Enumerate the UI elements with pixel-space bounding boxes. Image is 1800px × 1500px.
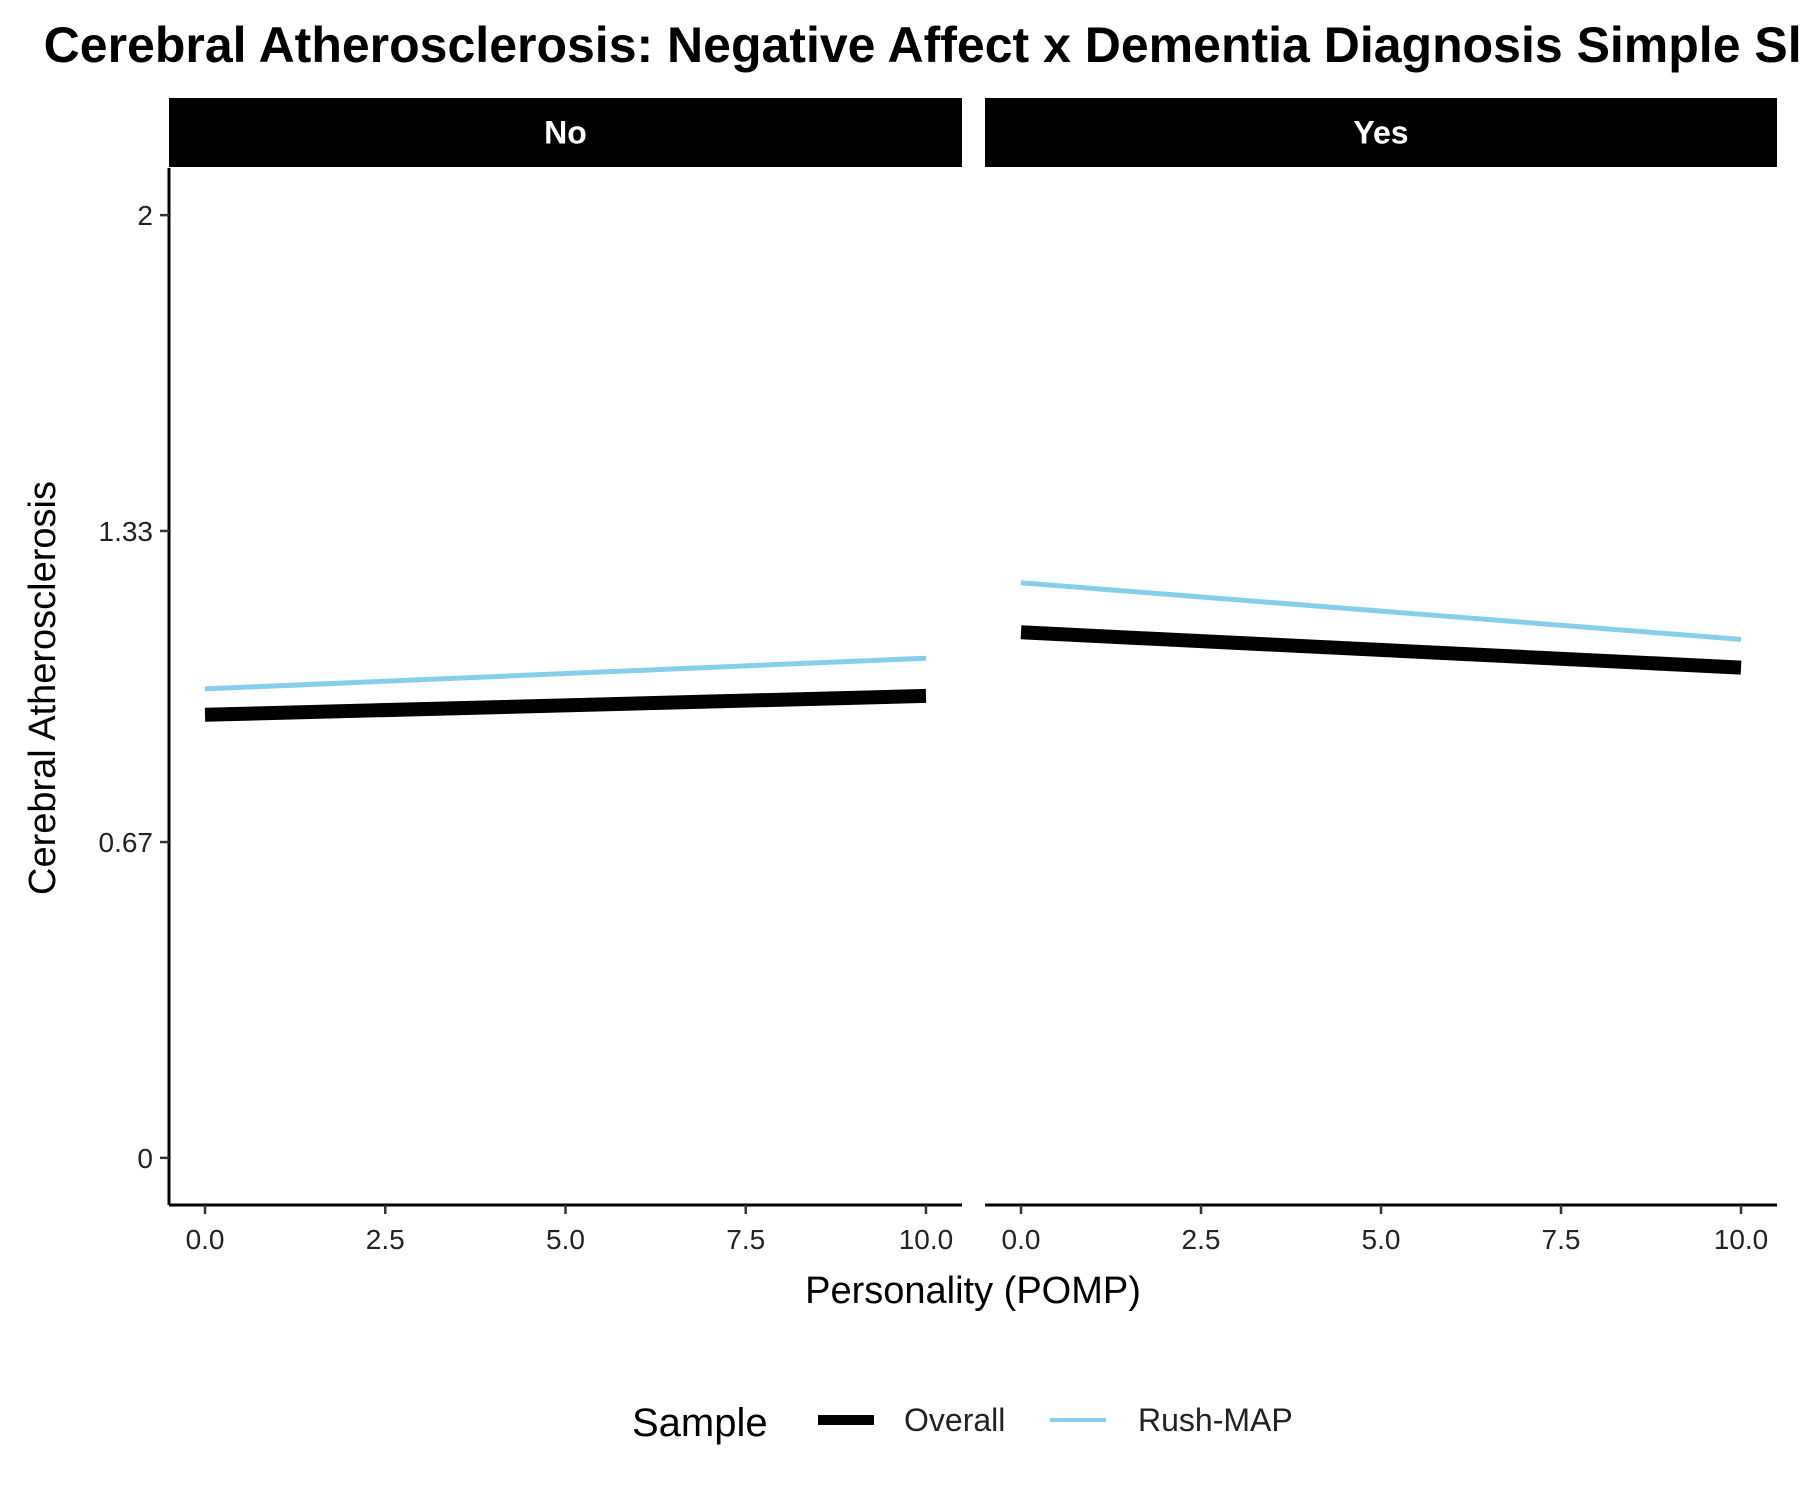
x-tick-label: 0.0 — [186, 1224, 225, 1255]
x-tick-label: 0.0 — [1002, 1224, 1041, 1255]
x-axis-title: Personality (POMP) — [805, 1270, 1141, 1312]
facet-panels: No 0 0.67 1.33 2 0.0 2.5 5.0 7.5 10.0 Yes 0.0 2.5 5.0… — [99, 98, 1777, 1255]
legend-title: Sample — [632, 1401, 768, 1445]
x-tick-label: 5.0 — [1362, 1224, 1401, 1255]
x-tick-label: 2.5 — [1182, 1224, 1221, 1255]
x-tick-label: 7.5 — [1542, 1224, 1581, 1255]
panel-no: No 0 0.67 1.33 2 0.0 2.5 5.0 7.5 10.0 — [99, 98, 962, 1255]
facet-strip — [985, 98, 1777, 167]
y-tick-label: 2 — [137, 200, 153, 231]
x-tick-label: 10.0 — [1714, 1224, 1769, 1255]
legend-items: Overall Rush-MAP — [818, 1402, 1293, 1438]
series-line-rush-map — [204, 655, 927, 692]
panel-yes: Yes 0.0 2.5 5.0 7.5 10.0 — [985, 98, 1777, 1255]
facet-strip-label: Yes — [1353, 115, 1408, 151]
legend-item-overall: Overall — [818, 1402, 1005, 1438]
x-tick-label: 7.5 — [726, 1224, 765, 1255]
x-tick-label: 5.0 — [546, 1224, 585, 1255]
chart-title: Cerebral Atherosclerosis: Negative Affec… — [44, 17, 1800, 73]
series-line-overall — [1020, 625, 1742, 675]
legend-label: Overall — [904, 1402, 1005, 1438]
y-tick-label: 0.67 — [99, 827, 154, 858]
legend-item-rush-map: Rush-MAP — [1050, 1402, 1293, 1438]
series-line-rush-map — [1020, 580, 1742, 642]
facet-strip-label: No — [544, 115, 587, 151]
legend: Sample Overall Rush-MAP — [632, 1401, 1293, 1445]
facet-strip — [169, 98, 962, 167]
y-tick-label: 1.33 — [99, 516, 154, 547]
legend-label: Rush-MAP — [1138, 1402, 1293, 1438]
series-line-overall — [204, 688, 927, 722]
x-tick-label: 2.5 — [366, 1224, 405, 1255]
y-axis-title: Cerebral Atherosclerosis — [22, 481, 64, 895]
x-tick-label: 10.0 — [899, 1224, 954, 1255]
y-tick-label: 0 — [137, 1143, 153, 1174]
